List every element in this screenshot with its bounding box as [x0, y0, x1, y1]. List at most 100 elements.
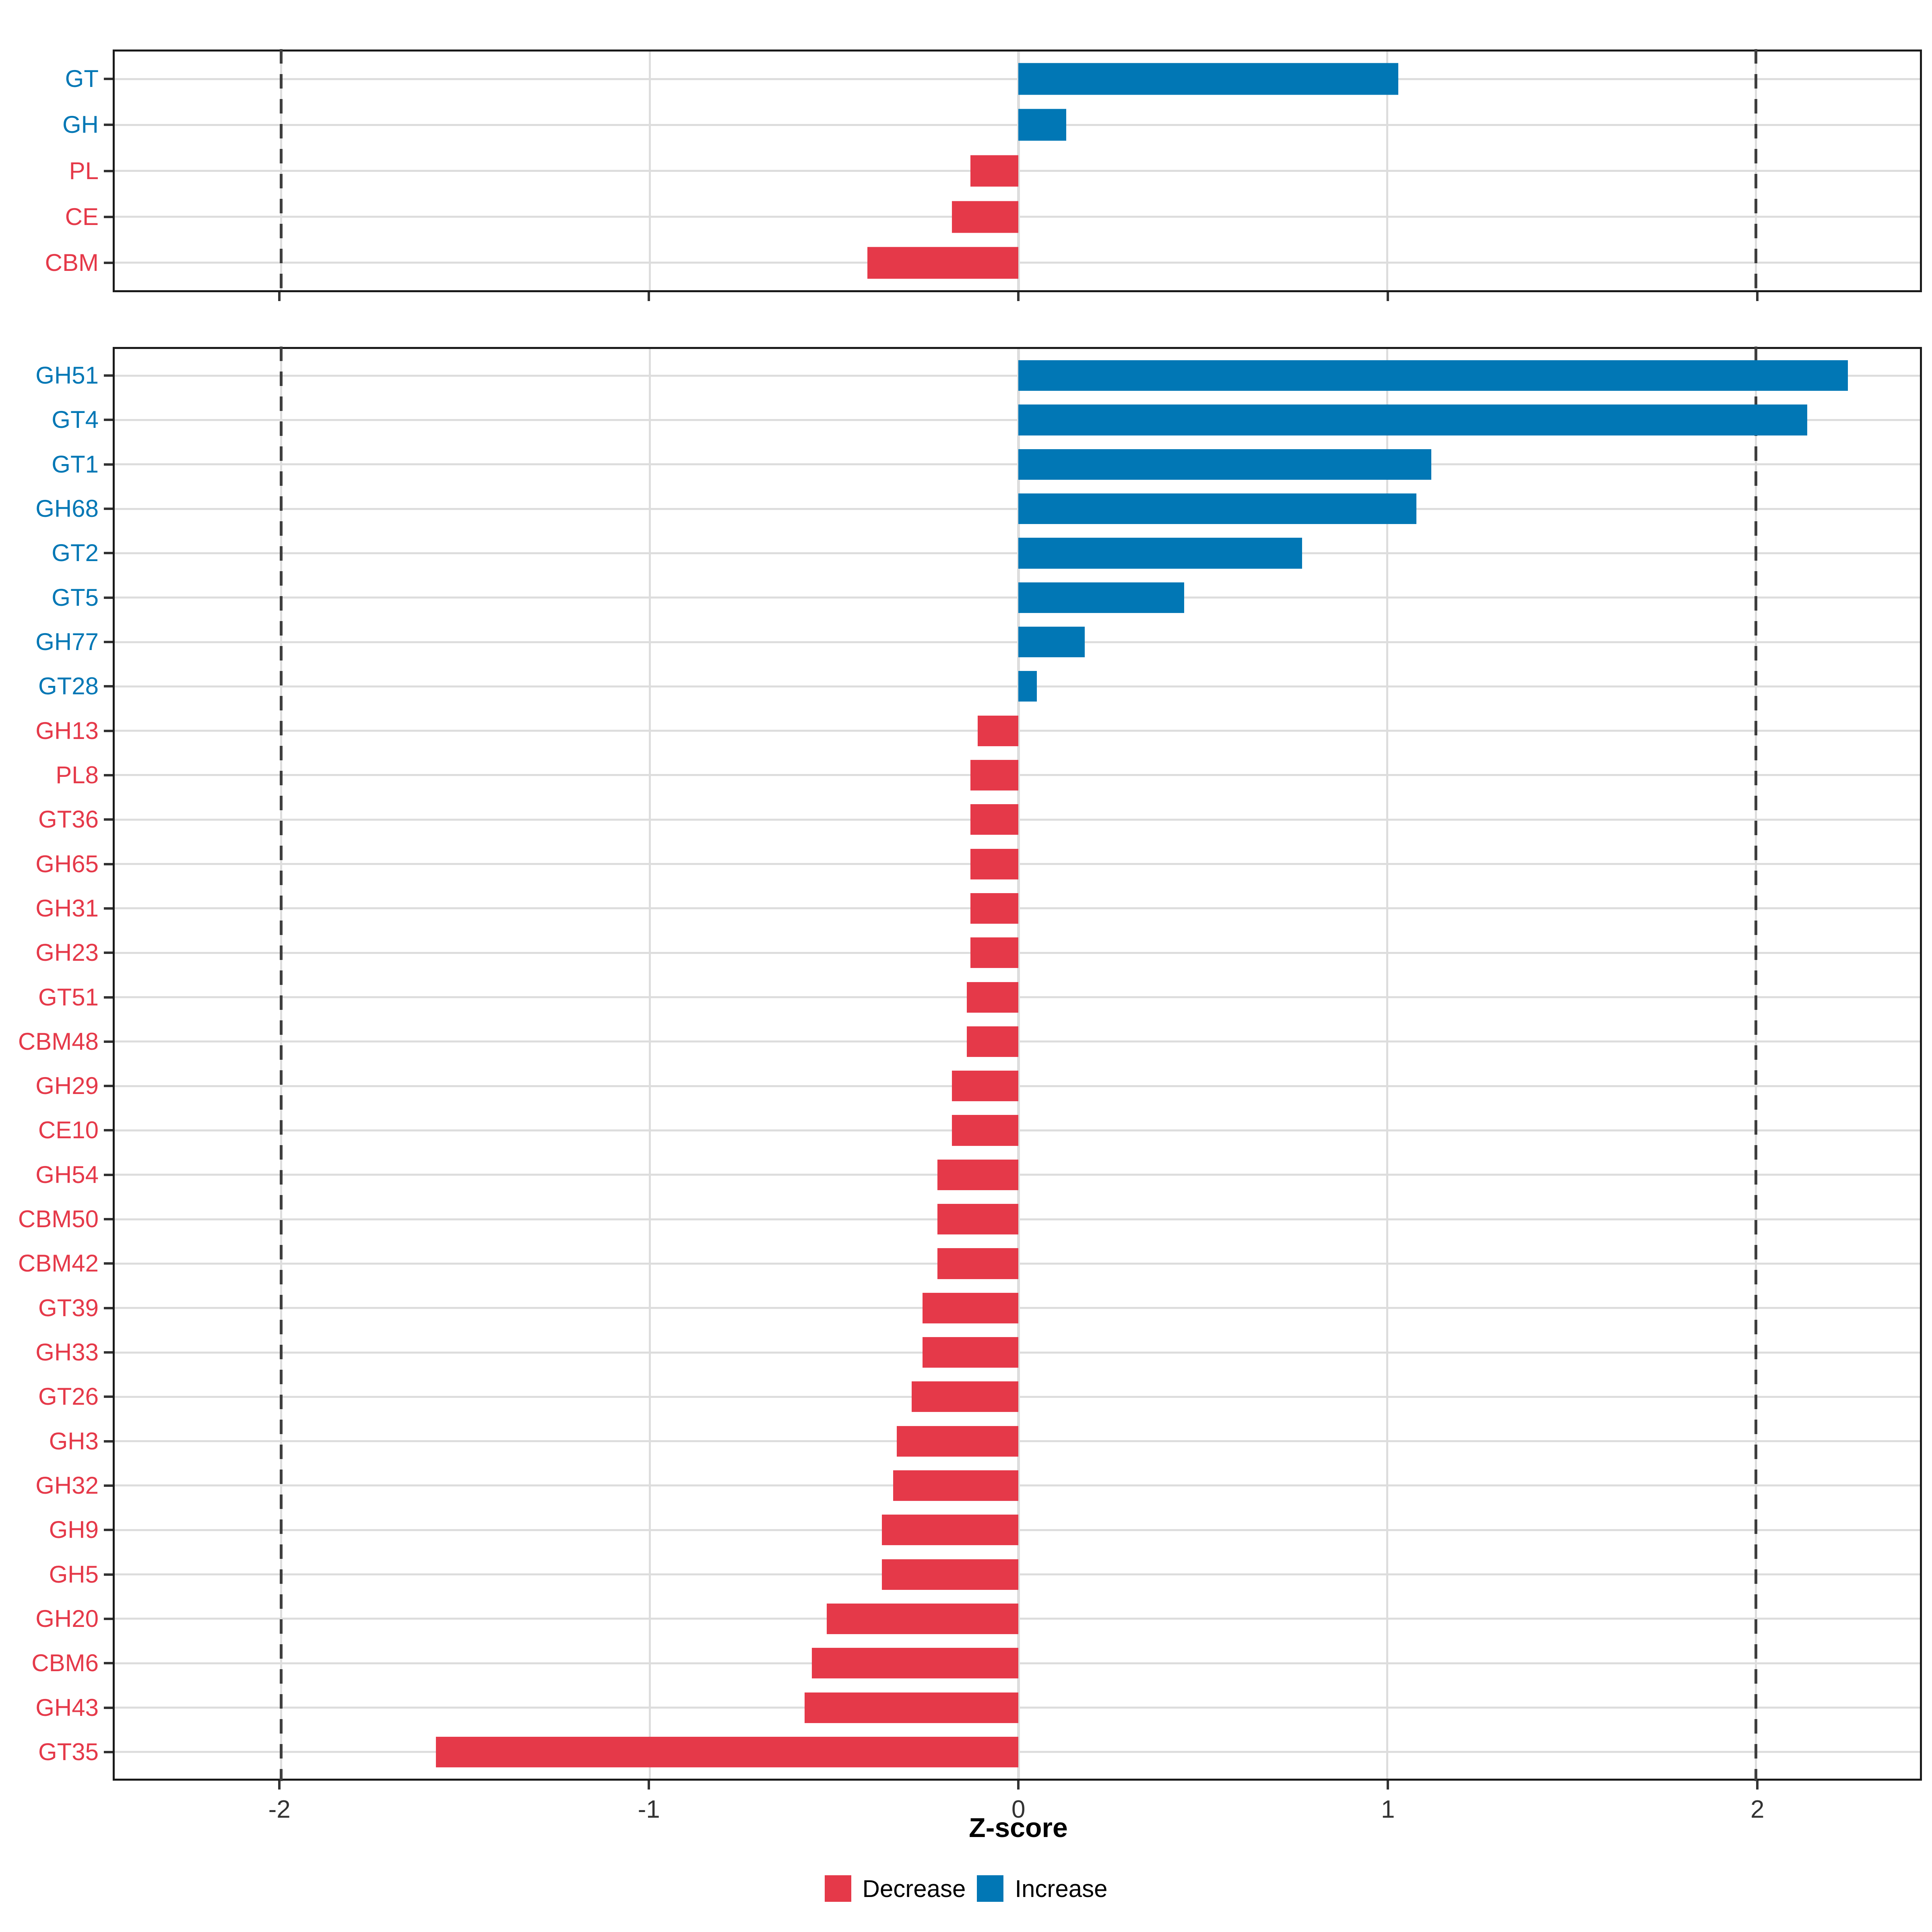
bar-CBM48	[966, 1026, 1019, 1057]
x-axis-tick-label: 1	[1381, 1796, 1395, 1823]
vertical-gridline	[648, 349, 651, 1779]
category-label-CBM50: CBM50	[18, 1205, 99, 1233]
bar-GT28	[1018, 671, 1037, 702]
category-label-GH5: GH5	[49, 1560, 99, 1588]
y-axis-tick	[104, 1484, 113, 1487]
x-axis-tick	[1387, 292, 1389, 301]
bar-row: CBM	[45, 240, 1920, 286]
x-axis-tick-label: -1	[638, 1796, 660, 1823]
y-axis-tick	[104, 215, 113, 218]
bar-row: GT26	[38, 1375, 1920, 1419]
category-label-GH33: GH33	[35, 1339, 99, 1366]
x-axis-tick	[648, 1781, 650, 1790]
x-axis-tick	[278, 292, 281, 301]
category-label-GT1: GT1	[52, 450, 99, 478]
y-axis-tick	[104, 1662, 113, 1665]
bar-GH9	[882, 1515, 1019, 1546]
y-axis-tick	[104, 552, 113, 555]
category-label-GH31: GH31	[35, 894, 99, 922]
x-axis-tick	[648, 292, 650, 301]
bar-row: GH13	[35, 709, 1920, 753]
x-axis-tick	[1017, 292, 1020, 301]
category-label-GH54: GH54	[35, 1161, 99, 1188]
bar-row: GH32	[35, 1463, 1920, 1508]
y-axis-tick	[104, 169, 113, 172]
y-axis-tick	[104, 818, 113, 821]
y-axis-tick	[104, 124, 113, 126]
bar-GH5	[882, 1559, 1019, 1590]
x-axis-tick	[1017, 1781, 1020, 1790]
bar-row: CBM50	[18, 1197, 1920, 1241]
bar-CBM6	[812, 1648, 1019, 1679]
bar-row: GH20	[35, 1597, 1920, 1641]
y-axis-tick	[104, 374, 113, 377]
x-axis-tick-label: 0	[1011, 1796, 1026, 1823]
bar-row: CBM42	[18, 1241, 1920, 1286]
category-label-GT51: GT51	[38, 983, 99, 1011]
y-axis-tick	[104, 952, 113, 954]
bar-GT51	[966, 982, 1019, 1013]
category-label-GT28: GT28	[38, 673, 99, 700]
y-axis-tick	[104, 1617, 113, 1620]
bar-row: GH77	[35, 620, 1920, 664]
category-label-GH20: GH20	[35, 1605, 99, 1632]
bar-row: GH65	[35, 842, 1920, 886]
y-axis-tick	[104, 261, 113, 264]
category-label-GH43: GH43	[35, 1694, 99, 1721]
y-axis-tick	[104, 641, 113, 644]
bar-GH51	[1018, 360, 1848, 391]
legend-key-decrease	[824, 1875, 851, 1902]
bar-row: GT51	[38, 975, 1920, 1019]
category-label-GH9: GH9	[49, 1516, 99, 1544]
y-axis-tick	[104, 78, 113, 80]
horizontal-gridline	[115, 419, 1920, 421]
y-axis-tick	[104, 463, 113, 466]
category-label-GT5: GT5	[52, 584, 99, 611]
horizontal-gridline	[115, 124, 1920, 126]
category-label-GH68: GH68	[35, 495, 99, 522]
bar-row: GT1	[52, 442, 1920, 487]
category-label-PL: PL	[69, 157, 99, 184]
horizontal-gridline	[115, 641, 1920, 643]
category-label-GH: GH	[62, 111, 99, 138]
dashed-reference-line	[1754, 347, 1757, 1781]
y-axis-tick	[104, 1706, 113, 1709]
category-label-GH77: GH77	[35, 628, 99, 656]
category-label-GT2: GT2	[52, 539, 99, 567]
bar-GH77	[1018, 626, 1085, 658]
vertical-gridline	[1017, 349, 1020, 1779]
horizontal-gridline	[115, 685, 1920, 687]
bar-row: GH	[62, 102, 1920, 148]
category-label-PL8: PL8	[56, 761, 99, 788]
bar-GH31	[970, 893, 1019, 924]
y-axis-tick	[104, 1395, 113, 1398]
x-axis-tick	[1756, 292, 1759, 301]
bar-GH43	[804, 1692, 1019, 1723]
legend-key-increase	[977, 1875, 1004, 1902]
bar-GH33	[923, 1337, 1019, 1368]
legend-label-decrease: Decrease	[862, 1875, 966, 1902]
horizontal-gridline	[115, 552, 1920, 554]
bar-CBM50	[937, 1204, 1019, 1235]
y-axis-tick	[104, 863, 113, 865]
bar-GH65	[970, 848, 1019, 879]
y-axis-tick	[104, 1307, 113, 1309]
bar-row: GT36	[38, 797, 1920, 842]
bar-GH13	[978, 715, 1019, 746]
bar-GT35	[436, 1736, 1019, 1767]
dashed-reference-line	[1754, 49, 1757, 293]
bar-GT1	[1018, 449, 1432, 480]
x-axis-tick	[1387, 1781, 1389, 1790]
horizontal-gridline	[115, 508, 1920, 510]
category-label-CE10: CE10	[38, 1117, 99, 1144]
bar-row: CE	[65, 194, 1920, 240]
category-label-CBM: CBM	[45, 249, 99, 276]
bar-row: CBM48	[18, 1020, 1920, 1064]
panel-cazyme-families: GH51 GT4 GT1 GH68 GT2 GT5 GH77 GT28 GH13 PL8 GT36 G…	[18, 347, 1922, 1781]
y-axis-tick	[104, 729, 113, 732]
bar-GH68	[1018, 493, 1417, 524]
bar-row: GH29	[35, 1064, 1920, 1108]
panel-cazyme-classes: GT GH PL CE CBM	[45, 49, 1922, 293]
legend-label-increase: Increase	[1015, 1875, 1108, 1902]
y-axis-tick	[104, 1173, 113, 1176]
